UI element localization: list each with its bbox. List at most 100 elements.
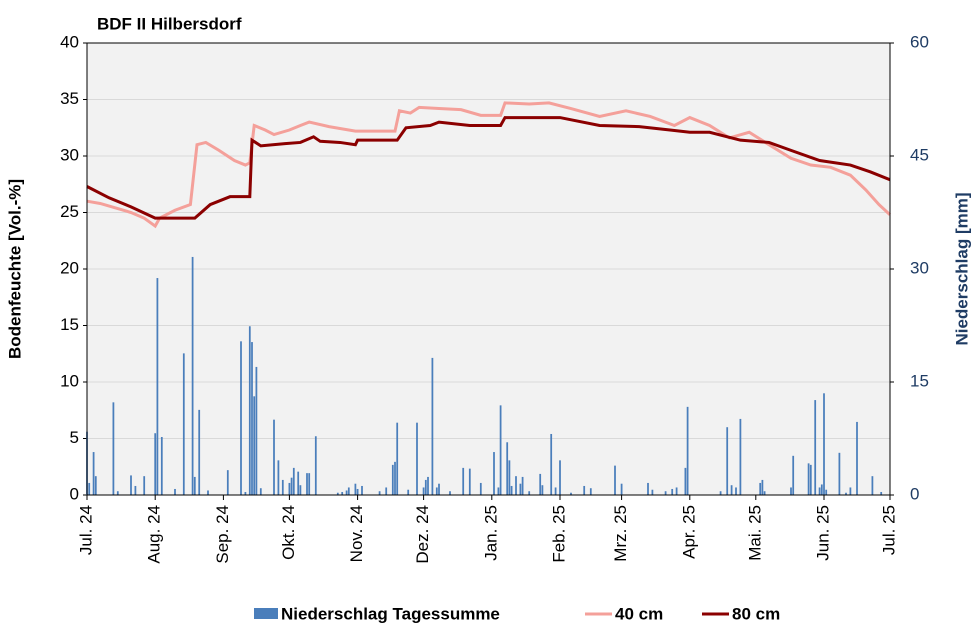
precip-bar bbox=[207, 490, 209, 495]
legend-label: Niederschlag Tagessumme bbox=[281, 604, 500, 623]
precip-bar bbox=[299, 485, 302, 495]
precip-bar bbox=[856, 421, 858, 495]
precip-bar bbox=[479, 482, 482, 495]
precip-bar bbox=[253, 396, 256, 495]
x-tick-label: Jun. 25 bbox=[813, 505, 832, 561]
x-tick-label: Mai. 25 bbox=[745, 505, 764, 561]
precip-bar bbox=[726, 427, 729, 495]
precip-bar bbox=[182, 353, 185, 495]
precip-bar bbox=[255, 366, 258, 495]
precip-bar bbox=[686, 406, 689, 495]
precip-bar bbox=[154, 433, 157, 495]
precip-bar bbox=[385, 487, 388, 495]
plot-border bbox=[86, 42, 891, 496]
precip-bar bbox=[345, 490, 348, 495]
precip-bar bbox=[198, 409, 201, 495]
precip-bar bbox=[539, 473, 542, 495]
precip-bar bbox=[341, 491, 344, 495]
x-tick-label: Aug. 24 bbox=[145, 505, 164, 564]
precip-bar bbox=[559, 460, 561, 495]
precip-bar bbox=[871, 476, 874, 495]
precip-bar bbox=[730, 485, 733, 495]
precip-bar bbox=[739, 418, 742, 495]
precip-bar bbox=[308, 473, 311, 495]
precip-bar bbox=[427, 476, 429, 495]
precip-bar bbox=[675, 487, 678, 495]
precip-bar bbox=[792, 455, 795, 495]
x-tick-label: Mrz. 25 bbox=[611, 505, 630, 562]
precip-bar bbox=[356, 488, 359, 495]
y2-tick-label: 15 bbox=[910, 371, 929, 390]
precip-bar bbox=[541, 485, 544, 495]
precip-bar bbox=[336, 492, 339, 495]
precip-bar bbox=[519, 483, 522, 495]
y-tick-label: 10 bbox=[60, 371, 79, 390]
y-axis-label: Bodenfeuchte [Vol.-%] bbox=[5, 179, 24, 359]
precip-bar bbox=[226, 470, 229, 495]
precip-bar bbox=[347, 487, 350, 495]
precip-bar bbox=[493, 452, 495, 495]
precip-bar bbox=[259, 488, 262, 495]
precip-bar bbox=[497, 487, 500, 495]
precip-bar bbox=[88, 482, 91, 495]
precip-bar bbox=[435, 487, 438, 495]
legend-label: 80 cm bbox=[732, 604, 780, 623]
x-tick-label: Sep. 24 bbox=[213, 505, 232, 564]
precip-bar bbox=[94, 476, 97, 495]
precip-bar bbox=[506, 442, 509, 495]
precip-bar bbox=[761, 479, 764, 495]
x-tick-label: Apr. 25 bbox=[679, 505, 698, 559]
y2-tick-label: 0 bbox=[910, 484, 919, 503]
y-tick-label: 35 bbox=[60, 89, 79, 108]
precip-bar bbox=[288, 482, 291, 495]
precip-bar bbox=[790, 487, 792, 495]
precip-bar bbox=[820, 484, 823, 495]
precip-bar bbox=[589, 488, 592, 495]
precip-bar bbox=[156, 278, 159, 495]
precip-bar bbox=[807, 463, 810, 495]
legend: Niederschlag Tagessumme 40 cm 80 cm bbox=[254, 604, 780, 623]
precip-bar bbox=[130, 475, 132, 495]
y-tick-label: 25 bbox=[60, 202, 79, 221]
precip-bar bbox=[273, 419, 275, 495]
precip-bar bbox=[583, 485, 586, 495]
legend-swatch bbox=[254, 608, 278, 619]
x-tick-label: Jul. 25 bbox=[879, 505, 898, 555]
precip-bar bbox=[394, 461, 396, 495]
precip-bar bbox=[468, 468, 471, 495]
moisture-line bbox=[86, 101, 892, 229]
precip-bar bbox=[240, 341, 242, 495]
precip-bar bbox=[647, 482, 649, 495]
precip-bar bbox=[112, 402, 115, 495]
precip-bar bbox=[297, 471, 300, 495]
precip-bar bbox=[814, 400, 817, 495]
y-tick-label: 20 bbox=[60, 258, 79, 277]
precip-bar bbox=[838, 452, 841, 495]
precip-bar bbox=[248, 326, 251, 495]
precip-bar bbox=[735, 487, 737, 495]
precip-bar bbox=[431, 357, 434, 495]
precip-bar bbox=[515, 476, 517, 495]
precip-bar bbox=[570, 492, 572, 495]
precip-bar bbox=[809, 464, 812, 495]
x-tick-label: Okt. 24 bbox=[279, 505, 298, 560]
precip-bar bbox=[424, 479, 427, 495]
precip-bar bbox=[825, 489, 828, 495]
precip-bar bbox=[521, 476, 524, 495]
precip-bar bbox=[880, 491, 883, 495]
y2-axis-label: Niederschlag [mm] bbox=[952, 192, 971, 345]
precip-bar bbox=[306, 473, 308, 495]
precip-bar bbox=[499, 405, 502, 495]
precip-bar bbox=[664, 491, 667, 495]
precip-bar bbox=[462, 467, 465, 495]
chart-title: BDF II Hilbersdorf bbox=[97, 14, 242, 33]
precip-bar bbox=[160, 436, 163, 495]
precip-bar bbox=[719, 491, 722, 495]
precip-bar bbox=[510, 485, 513, 495]
y-tick-label: 0 bbox=[70, 484, 79, 503]
y2-tick-label: 30 bbox=[910, 258, 929, 277]
precip-bar bbox=[314, 436, 317, 495]
precip-bar bbox=[378, 491, 381, 495]
precip-bar bbox=[684, 467, 687, 495]
y-tick-label: 40 bbox=[60, 32, 79, 51]
